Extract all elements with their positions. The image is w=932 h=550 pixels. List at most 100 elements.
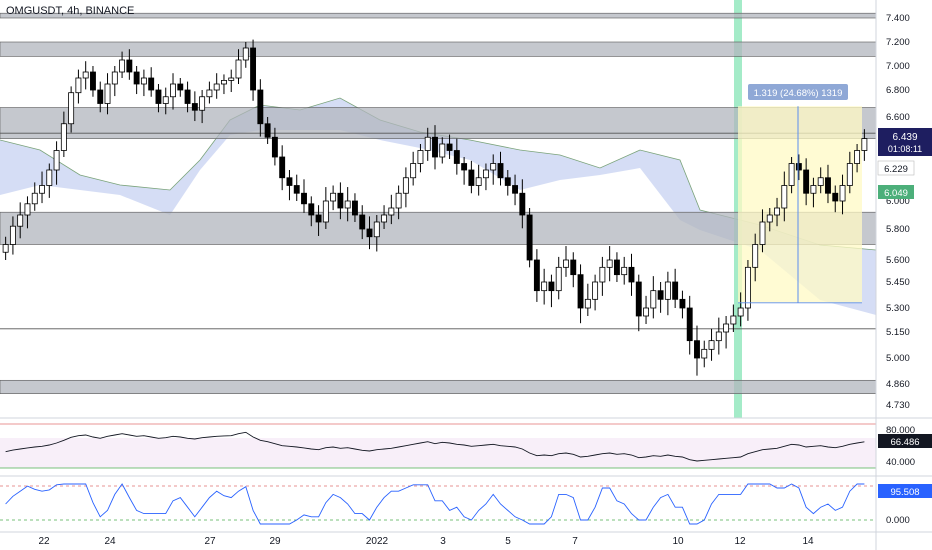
candle [119, 59, 126, 73]
candle [635, 281, 642, 317]
bar-countdown: 01:08:11 [888, 144, 922, 154]
candle [9, 225, 16, 245]
candle [31, 192, 38, 205]
candle [184, 89, 191, 104]
level-a-tag [877, 160, 915, 176]
time-tick-label: 14 [802, 536, 814, 547]
price-tick-label: 4.860 [886, 379, 910, 390]
price-tick-label: 5.300 [886, 303, 910, 314]
candle [737, 307, 744, 317]
candle [606, 259, 613, 268]
candle [352, 200, 358, 216]
candle [213, 83, 220, 91]
time-tick-label: 27 [204, 536, 216, 547]
candle [650, 290, 657, 309]
candle [228, 77, 235, 81]
price-tick-label: 5.450 [886, 277, 910, 288]
price-tick-label: 4.730 [886, 400, 910, 411]
candle [424, 136, 431, 151]
candle [613, 259, 620, 276]
candle [162, 96, 169, 104]
candle [730, 315, 737, 325]
candle [402, 177, 409, 194]
candle [104, 83, 111, 104]
candle [315, 214, 322, 223]
candle [24, 203, 31, 216]
candle [766, 214, 773, 223]
candle [461, 163, 468, 171]
candle [301, 192, 307, 205]
current-price-value: 6.439 [892, 132, 917, 143]
candle [286, 177, 293, 186]
candle [293, 185, 300, 194]
candle [446, 143, 453, 151]
measure-box [738, 106, 862, 303]
price-tick-label: 7.200 [886, 37, 910, 48]
candle [111, 71, 118, 85]
candle [657, 290, 664, 300]
candle [126, 59, 133, 73]
candle [694, 340, 700, 359]
candle [330, 192, 337, 202]
candle [177, 83, 184, 91]
candle [584, 298, 591, 309]
candle [708, 340, 715, 350]
candle [861, 138, 868, 151]
candle [199, 96, 206, 111]
candle [242, 47, 249, 61]
candle [388, 207, 395, 216]
candle [621, 266, 628, 276]
candle [854, 150, 861, 164]
candle [344, 200, 351, 209]
candle [475, 177, 482, 186]
candle [170, 83, 176, 98]
candle [17, 214, 24, 227]
candle [563, 259, 569, 268]
osc-tick-0: 0.000 [886, 515, 910, 526]
candle [555, 266, 562, 292]
rsi-value-tag [878, 434, 932, 448]
candle [322, 200, 329, 223]
time-tick-label: 7 [572, 536, 578, 547]
candle [60, 123, 67, 151]
candle [39, 185, 45, 194]
rsi-line [5, 431, 865, 462]
candle [133, 71, 140, 85]
price-tick-label: 7.000 [886, 61, 910, 72]
price-tick-label: 6.800 [886, 85, 910, 96]
candle [490, 163, 497, 171]
ichimoku-cloud [0, 98, 876, 315]
candle [279, 156, 286, 179]
resistance-zone [0, 41, 877, 57]
time-tick-label: 2022 [366, 536, 389, 547]
candle [235, 59, 242, 79]
candle [643, 307, 649, 317]
candle [788, 163, 795, 186]
candle [206, 89, 213, 98]
candle [599, 266, 606, 283]
price-tick-label: 5.000 [886, 353, 910, 364]
candle [810, 185, 817, 194]
candle [679, 298, 686, 309]
candle [533, 259, 540, 292]
candle [90, 71, 96, 91]
candle [82, 71, 89, 79]
candle [191, 103, 198, 111]
candle [439, 143, 446, 158]
osc-line [5, 483, 865, 525]
candle [701, 348, 708, 359]
candle [839, 185, 846, 202]
candle [795, 163, 802, 171]
candle [817, 177, 824, 186]
time-tick-label: 22 [38, 536, 50, 547]
candle [715, 331, 722, 342]
time-tick-label: 10 [672, 536, 684, 547]
resistance-zone [0, 211, 877, 245]
price-tick-label: 5.150 [886, 327, 910, 338]
measure-label: 1.319 (24.68%) 1319 [754, 88, 843, 99]
candle [155, 89, 162, 104]
level-b-value: 6.049 [884, 188, 908, 199]
osc-value: 95.508 [890, 487, 919, 498]
candle [250, 47, 257, 91]
